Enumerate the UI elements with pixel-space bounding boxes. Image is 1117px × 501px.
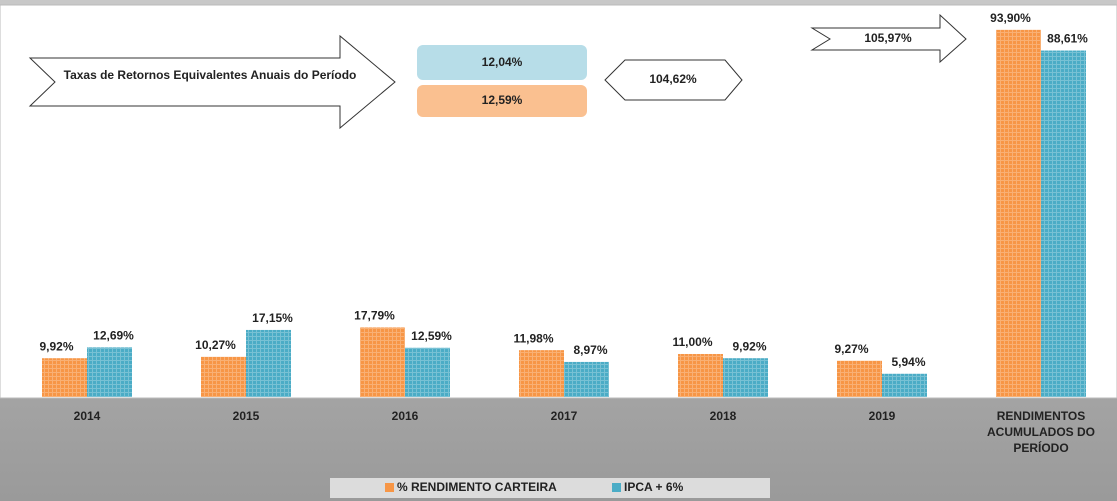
bar: [87, 347, 132, 397]
hexagon: [604, 59, 743, 101]
x-tick-label: 2019: [868, 409, 896, 423]
data-label: 5,94%: [891, 355, 925, 369]
bar: [1041, 50, 1086, 397]
x-tick-label: 2015: [232, 409, 260, 423]
legend-label: % RENDIMENTO CARTEIRA: [397, 480, 557, 494]
bar: [723, 358, 768, 397]
legend-label: IPCA + 6%: [624, 480, 684, 494]
bar: [360, 327, 405, 397]
box-blue: [417, 45, 587, 80]
annotation: Taxas de Retornos Equivalentes Anuais do…: [63, 68, 357, 82]
bar: [246, 329, 291, 397]
data-label: 88,61%: [1047, 32, 1088, 46]
data-label: 9,92%: [39, 339, 73, 353]
x-tick-label: 2018: [709, 409, 737, 423]
data-label: 11,98%: [513, 331, 553, 345]
x-tick-label: 2017: [550, 409, 578, 423]
arrow: [28, 34, 396, 130]
annotation: 104,62%: [649, 72, 697, 86]
bar: [564, 361, 609, 397]
legend-swatch: [612, 483, 621, 492]
bar: [42, 358, 87, 397]
data-label: 8,97%: [573, 343, 607, 357]
bar: [837, 360, 882, 397]
data-label: 12,69%: [93, 329, 134, 343]
small-arrow: [810, 13, 967, 64]
legend-swatch: [385, 483, 394, 492]
data-label: 93,90%: [990, 11, 1031, 25]
data-label: 12,59%: [411, 329, 452, 343]
x-tick-label: 2014: [73, 409, 101, 423]
annotation: 12,59%: [482, 93, 523, 107]
box-orange: [417, 85, 587, 117]
legend: [330, 478, 770, 498]
x-tick-label: RENDIMENTOS ACUMULADOS DO PERÍODO: [987, 409, 1095, 455]
data-label: 9,27%: [834, 342, 868, 356]
annotation: 12,04%: [482, 55, 523, 69]
bar: [201, 356, 246, 397]
data-label: 17,79%: [354, 309, 395, 323]
data-label: 10,27%: [195, 338, 236, 352]
bar: [882, 373, 927, 397]
bar: [405, 347, 450, 397]
bar: [996, 29, 1041, 397]
bar: [678, 353, 723, 397]
data-label: 9,92%: [732, 339, 766, 353]
bar: [519, 350, 564, 397]
x-tick-label: 2016: [391, 409, 419, 423]
data-label: 17,15%: [252, 311, 293, 325]
data-label: 11,00%: [672, 335, 712, 349]
annotation: 105,97%: [864, 31, 912, 45]
